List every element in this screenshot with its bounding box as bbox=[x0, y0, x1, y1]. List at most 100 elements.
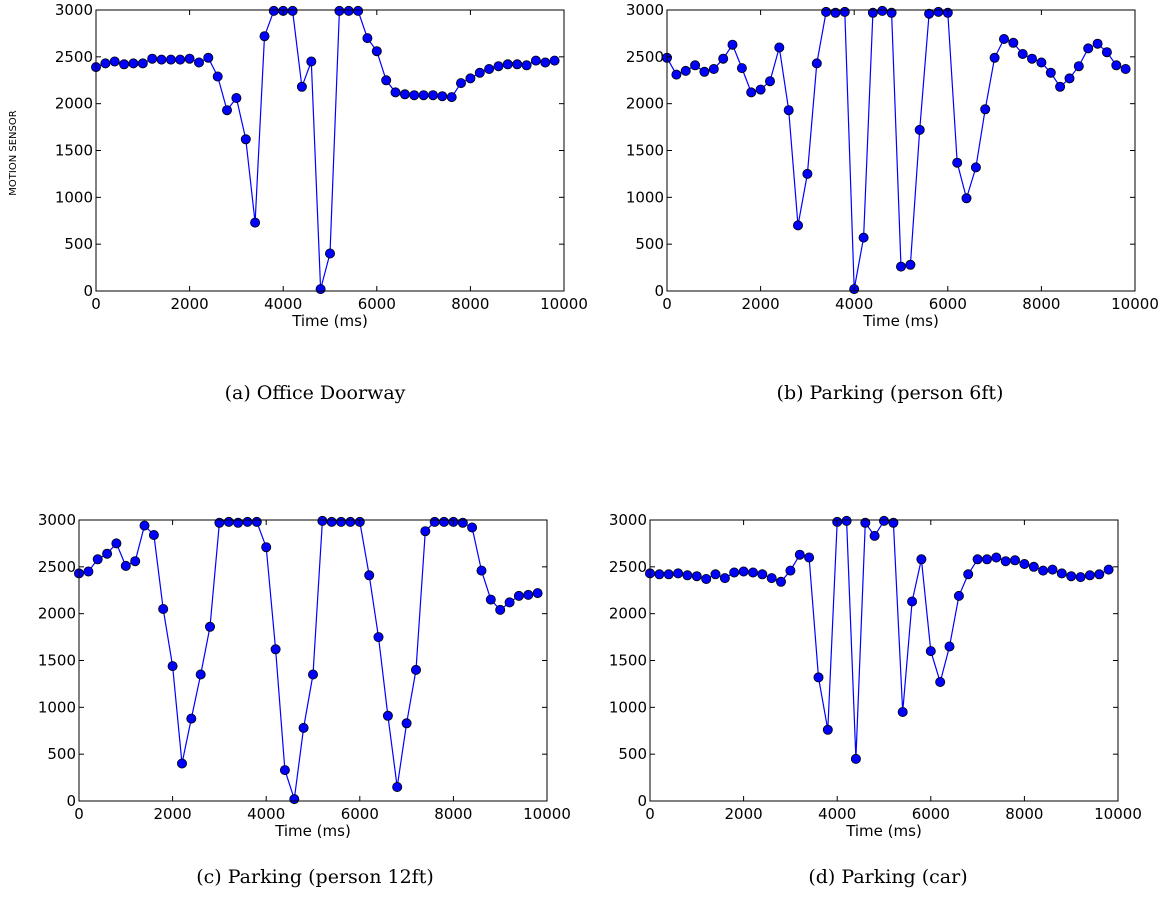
data-point-d bbox=[729, 567, 740, 578]
y-tick-label-d: 1500 bbox=[609, 652, 647, 670]
data-point-a bbox=[175, 54, 186, 65]
y-tick-label-c: 3000 bbox=[38, 511, 76, 529]
data-point-c bbox=[270, 644, 281, 655]
series-line-a bbox=[95, 10, 555, 290]
y-tick-label-c: 2500 bbox=[38, 558, 76, 576]
data-point-b bbox=[793, 220, 804, 231]
data-point-a bbox=[521, 60, 532, 71]
y-tick-label-d: 3000 bbox=[609, 511, 647, 529]
data-point-d bbox=[1094, 569, 1105, 580]
y-tick-label-d: 2500 bbox=[609, 558, 647, 576]
data-point-a bbox=[474, 67, 485, 78]
y-tick-label-c: 0 bbox=[66, 792, 76, 810]
data-point-a bbox=[137, 58, 148, 69]
y-tick-label-b: 0 bbox=[654, 282, 664, 300]
data-point-a bbox=[362, 33, 373, 44]
caption-c: (c) Parking (person 12ft) bbox=[196, 866, 434, 888]
x-tick-label-b: 8000 bbox=[1022, 295, 1060, 313]
data-point-d bbox=[738, 566, 749, 577]
y-tick-label-a: 2000 bbox=[55, 95, 93, 113]
data-point-b bbox=[1073, 61, 1084, 72]
data-point-b bbox=[765, 76, 776, 87]
data-point-b bbox=[1027, 53, 1038, 64]
data-point-b bbox=[755, 84, 766, 95]
data-point-d bbox=[673, 568, 684, 579]
data-point-c bbox=[139, 520, 150, 531]
y-axis-label: MOTION SENSOR bbox=[8, 110, 19, 195]
data-point-c bbox=[467, 522, 478, 533]
data-point-c bbox=[420, 526, 431, 537]
data-point-a bbox=[231, 93, 242, 104]
data-point-d bbox=[897, 707, 908, 718]
data-point-b bbox=[671, 69, 682, 80]
x-axis-label-c: Time (ms) bbox=[274, 822, 351, 840]
x-tick-label-d: 4000 bbox=[818, 805, 856, 823]
data-point-c bbox=[167, 661, 178, 672]
data-point-a bbox=[493, 61, 504, 72]
data-point-b bbox=[736, 63, 747, 74]
y-tick-label-b: 500 bbox=[635, 235, 664, 253]
data-point-a bbox=[287, 5, 298, 16]
data-point-a bbox=[390, 87, 401, 98]
data-point-b bbox=[690, 60, 701, 71]
data-point-a bbox=[193, 57, 204, 68]
data-point-b bbox=[680, 65, 691, 76]
data-point-d bbox=[757, 569, 768, 580]
data-point-c bbox=[92, 554, 103, 565]
x-tick-label-a: 2000 bbox=[171, 295, 209, 313]
y-tick-label-d: 1000 bbox=[609, 698, 647, 716]
data-point-a bbox=[128, 58, 139, 69]
x-tick-label-c: 4000 bbox=[247, 805, 285, 823]
data-point-d bbox=[1066, 571, 1077, 582]
plot-frame-d bbox=[649, 519, 1119, 802]
data-point-c bbox=[83, 566, 94, 577]
data-point-b bbox=[914, 124, 925, 135]
data-point-b bbox=[699, 66, 710, 77]
data-point-a bbox=[549, 55, 560, 66]
y-tick-label-a: 2500 bbox=[55, 48, 93, 66]
x-tick-label-b: 0 bbox=[662, 295, 672, 313]
data-point-a bbox=[418, 90, 429, 101]
data-point-b bbox=[1101, 47, 1112, 58]
data-point-c bbox=[326, 516, 337, 527]
data-point-c bbox=[307, 669, 318, 680]
data-point-b bbox=[877, 5, 888, 16]
x-axis-label-a: Time (ms) bbox=[291, 312, 368, 330]
data-point-b bbox=[821, 6, 832, 17]
data-point-b bbox=[905, 259, 916, 270]
y-tick-label-b: 3000 bbox=[626, 1, 664, 19]
data-point-c bbox=[345, 516, 356, 527]
data-point-c bbox=[251, 516, 262, 527]
data-point-b bbox=[1017, 49, 1028, 60]
data-point-d bbox=[972, 554, 983, 565]
data-point-b bbox=[1092, 38, 1103, 49]
data-point-d bbox=[1019, 559, 1030, 570]
data-point-b bbox=[1111, 60, 1122, 71]
data-point-c bbox=[392, 782, 403, 793]
data-point-b bbox=[1045, 67, 1056, 78]
data-point-d bbox=[682, 570, 693, 581]
data-point-c bbox=[317, 515, 328, 526]
data-point-d bbox=[1028, 561, 1039, 572]
data-point-d bbox=[916, 554, 927, 565]
data-point-c bbox=[438, 516, 449, 527]
data-point-a bbox=[409, 90, 420, 101]
data-point-b bbox=[970, 162, 981, 173]
data-point-b bbox=[1036, 57, 1047, 68]
data-point-a bbox=[381, 75, 392, 86]
x-tick-label-d: 6000 bbox=[912, 805, 950, 823]
data-point-a bbox=[343, 5, 354, 16]
data-point-d bbox=[850, 753, 861, 764]
x-tick-label-c: 8000 bbox=[434, 805, 472, 823]
data-point-d bbox=[1056, 568, 1067, 579]
data-point-c bbox=[186, 713, 197, 724]
data-point-a bbox=[455, 78, 466, 89]
plot-frame-b bbox=[666, 9, 1136, 292]
data-point-a bbox=[165, 54, 176, 65]
y-tick-label-c: 1000 bbox=[38, 698, 76, 716]
data-point-b bbox=[708, 64, 719, 75]
data-point-d bbox=[701, 574, 712, 585]
data-point-c bbox=[195, 669, 206, 680]
data-point-a bbox=[259, 31, 270, 42]
